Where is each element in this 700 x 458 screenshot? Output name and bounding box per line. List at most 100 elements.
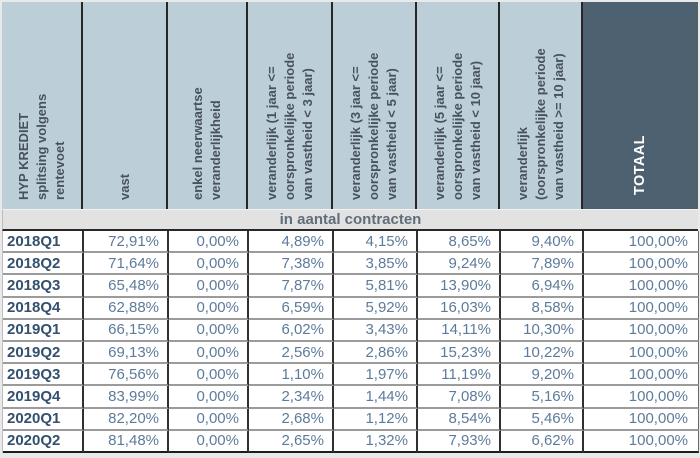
total-cell: 100,00% bbox=[584, 319, 699, 342]
value-cell: 5,81% bbox=[334, 275, 418, 298]
value-cell: 8,65% bbox=[418, 231, 501, 254]
value-cell: 82,20% bbox=[84, 408, 169, 431]
table-row: 2019Q2 69,13% 0,00% 2,56% 2,86% 15,23% 1… bbox=[2, 341, 699, 365]
table-row: 2018Q1 72,91% 0,00% 4,89% 4,15% 8,65% 9,… bbox=[2, 231, 699, 254]
total-cell: 100,00% bbox=[584, 408, 699, 431]
value-cell: 0,00% bbox=[169, 275, 249, 298]
value-cell: 83,99% bbox=[84, 386, 169, 409]
table-row: 2019Q1 66,15% 0,00% 6,02% 3,43% 14,11% 1… bbox=[2, 319, 699, 342]
row-label: 2019Q2 bbox=[3, 341, 84, 365]
value-cell: 11,19% bbox=[418, 364, 501, 387]
value-cell: 8,58% bbox=[501, 297, 584, 320]
value-cell: 1,12% bbox=[334, 408, 418, 431]
value-cell: 6,59% bbox=[249, 297, 334, 320]
table-row: 2018Q3 65,48% 0,00% 7,87% 5,81% 13,90% 6… bbox=[2, 275, 699, 298]
value-cell: 8,54% bbox=[418, 408, 501, 431]
col-header-veranderlijk-10-plus-jaar-label: veranderlijk (oorspronkelijke periode va… bbox=[514, 47, 566, 200]
value-cell: 6,02% bbox=[249, 319, 334, 342]
value-cell: 7,87% bbox=[249, 275, 334, 298]
value-cell: 7,08% bbox=[418, 386, 501, 409]
value-cell: 9,40% bbox=[501, 231, 584, 254]
total-cell: 100,00% bbox=[584, 253, 699, 276]
value-cell: 0,00% bbox=[169, 386, 249, 409]
row-label: 2018Q3 bbox=[3, 275, 84, 298]
value-cell: 66,15% bbox=[84, 319, 169, 342]
row-label: 2018Q1 bbox=[3, 231, 84, 254]
col-header-veranderlijk-1-3-jaar-label: veranderlijk (1 jaar <= oorspronkelijke … bbox=[263, 52, 315, 200]
col-header-enkel-neerwaartse: enkel neerwaartse veranderlijkheid bbox=[168, 2, 248, 209]
row-label: 2020Q2 bbox=[3, 430, 84, 453]
value-cell: 0,00% bbox=[169, 364, 249, 387]
value-cell: 3,85% bbox=[334, 253, 418, 276]
value-cell: 16,03% bbox=[418, 297, 501, 320]
col-header-vast: vast bbox=[83, 2, 168, 209]
total-cell: 100,00% bbox=[584, 364, 699, 387]
row-label: 2019Q1 bbox=[3, 319, 84, 342]
value-cell: 4,15% bbox=[334, 231, 418, 254]
value-cell: 0,00% bbox=[169, 297, 249, 320]
col-header-veranderlijk-1-3-jaar: veranderlijk (1 jaar <= oorspronkelijke … bbox=[248, 2, 333, 209]
value-cell: 5,16% bbox=[501, 386, 584, 409]
row-label: 2018Q2 bbox=[3, 253, 84, 276]
table-row: 2018Q4 62,88% 0,00% 6,59% 5,92% 16,03% 8… bbox=[2, 297, 699, 320]
col-header-veranderlijk-5-10-jaar: veranderlijk (5 jaar <= oorspronkelijke … bbox=[417, 2, 500, 209]
unit-band-label: in aantal contracten bbox=[279, 211, 422, 228]
value-cell: 2,34% bbox=[249, 386, 334, 409]
value-cell: 0,00% bbox=[169, 430, 249, 453]
value-cell: 14,11% bbox=[418, 319, 501, 342]
col-header-hyp-krediet: HYP KREDIET splitsing volgens rentevoet bbox=[2, 2, 83, 209]
table-row: 2019Q4 83,99% 0,00% 2,34% 1,44% 7,08% 5,… bbox=[2, 386, 699, 409]
row-label: 2018Q4 bbox=[3, 297, 84, 320]
col-header-veranderlijk-10-plus-jaar: veranderlijk (oorspronkelijke periode va… bbox=[500, 2, 583, 209]
value-cell: 2,65% bbox=[249, 430, 334, 453]
table-row: 2019Q3 76,56% 0,00% 1,10% 1,97% 11,19% 9… bbox=[2, 364, 699, 387]
col-header-veranderlijk-3-5-jaar-label: veranderlijk (3 jaar <= oorspronkelijke … bbox=[348, 52, 399, 200]
col-header-totaal: TOTAAL bbox=[583, 2, 698, 209]
value-cell: 5,92% bbox=[334, 297, 418, 320]
value-cell: 0,00% bbox=[169, 341, 249, 365]
value-cell: 7,93% bbox=[418, 430, 501, 453]
row-label: 2019Q3 bbox=[3, 364, 84, 387]
col-header-veranderlijk-5-10-jaar-label: veranderlijk (5 jaar <= oorspronkelijke … bbox=[431, 52, 483, 200]
total-cell: 100,00% bbox=[584, 386, 699, 409]
value-cell: 65,48% bbox=[84, 275, 169, 298]
total-cell: 100,00% bbox=[584, 275, 699, 298]
value-cell: 0,00% bbox=[169, 253, 249, 276]
value-cell: 1,44% bbox=[334, 386, 418, 409]
table-row: 2020Q1 82,20% 0,00% 2,68% 1,12% 8,54% 5,… bbox=[2, 408, 699, 431]
value-cell: 10,22% bbox=[501, 341, 584, 365]
value-cell: 13,90% bbox=[418, 275, 501, 298]
value-cell: 1,97% bbox=[334, 364, 418, 387]
value-cell: 69,13% bbox=[84, 341, 169, 365]
value-cell: 9,24% bbox=[418, 253, 501, 276]
value-cell: 81,48% bbox=[84, 430, 169, 453]
total-cell: 100,00% bbox=[584, 297, 699, 320]
col-header-enkel-neerwaartse-label: enkel neerwaartse veranderlijkheid bbox=[190, 86, 223, 200]
value-cell: 0,00% bbox=[169, 231, 249, 254]
value-cell: 4,89% bbox=[249, 231, 334, 254]
value-cell: 7,38% bbox=[249, 253, 334, 276]
col-header-hyp-krediet-label: HYP KREDIET splitsing volgens rentevoet bbox=[15, 93, 67, 200]
total-cell: 100,00% bbox=[584, 231, 699, 254]
unit-band: in aantal contracten bbox=[2, 209, 698, 231]
value-cell: 5,46% bbox=[501, 408, 584, 431]
value-cell: 2,56% bbox=[249, 341, 334, 365]
value-cell: 71,64% bbox=[84, 253, 169, 276]
value-cell: 2,68% bbox=[249, 408, 334, 431]
value-cell: 0,00% bbox=[169, 408, 249, 431]
table-row: 2020Q2 81,48% 0,00% 2,65% 1,32% 7,93% 6,… bbox=[2, 430, 699, 453]
value-cell: 72,91% bbox=[84, 231, 169, 254]
value-cell: 1,10% bbox=[249, 364, 334, 387]
value-cell: 1,32% bbox=[334, 430, 418, 453]
table-header-row: HYP KREDIET splitsing volgens rentevoet … bbox=[2, 2, 698, 209]
value-cell: 9,20% bbox=[501, 364, 584, 387]
value-cell: 6,62% bbox=[501, 430, 584, 453]
value-cell: 3,43% bbox=[334, 319, 418, 342]
col-header-veranderlijk-3-5-jaar: veranderlijk (3 jaar <= oorspronkelijke … bbox=[333, 2, 417, 209]
value-cell: 10,30% bbox=[501, 319, 584, 342]
value-cell: 76,56% bbox=[84, 364, 169, 387]
row-label: 2019Q4 bbox=[3, 386, 84, 409]
value-cell: 15,23% bbox=[418, 341, 501, 365]
